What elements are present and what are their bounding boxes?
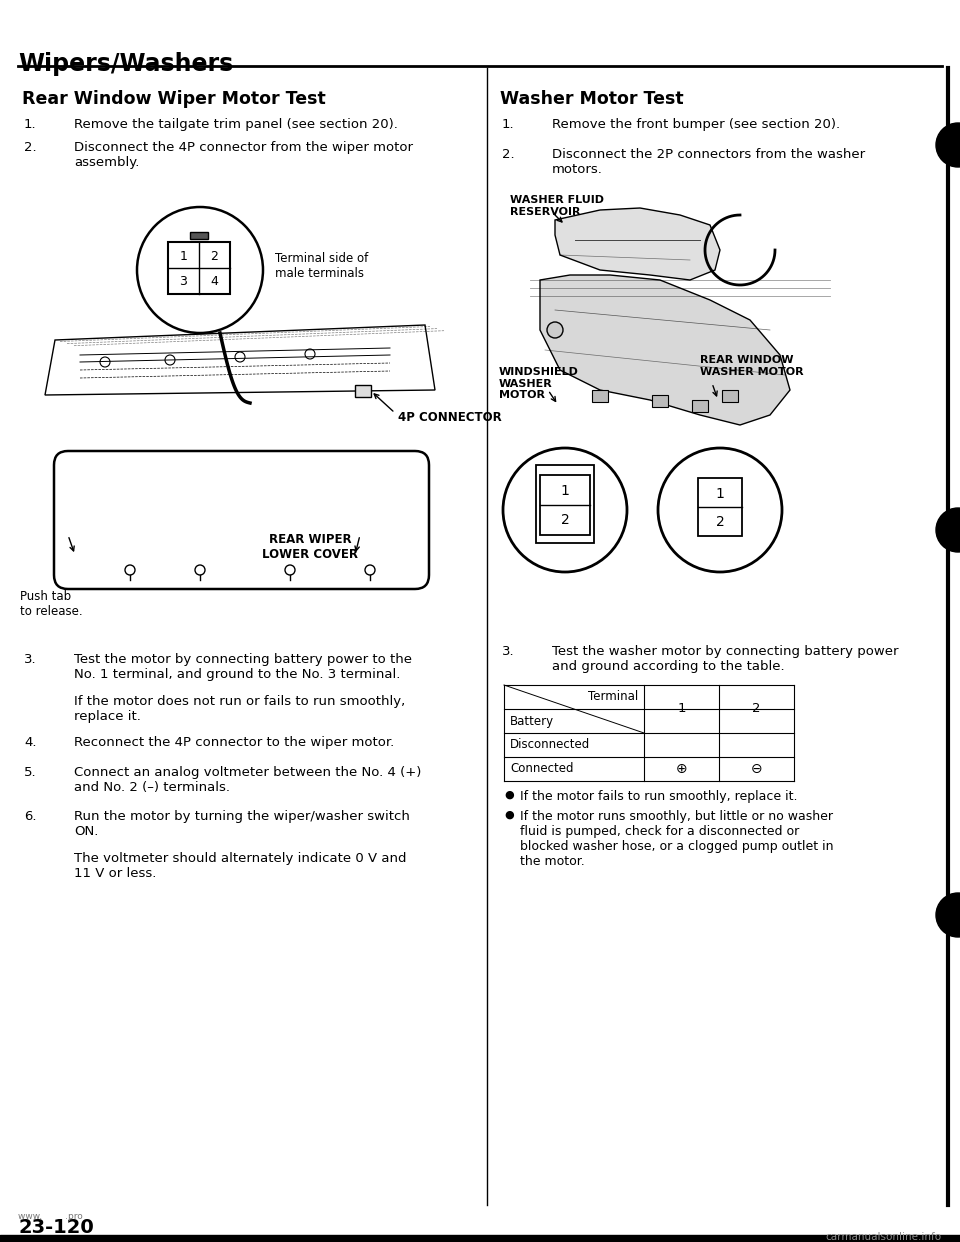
Text: 2.: 2. — [24, 142, 36, 154]
Text: 5.: 5. — [24, 766, 36, 779]
Text: Remove the front bumper (see section 20).: Remove the front bumper (see section 20)… — [552, 118, 840, 130]
Text: Connected: Connected — [510, 763, 573, 775]
Text: 11 V or less.: 11 V or less. — [74, 867, 156, 881]
Circle shape — [547, 322, 563, 338]
Text: 23-120: 23-120 — [18, 1218, 94, 1237]
Text: Disconnect the 2P connectors from the washer: Disconnect the 2P connectors from the wa… — [552, 148, 865, 161]
Text: 1: 1 — [715, 487, 725, 501]
Text: assembly.: assembly. — [74, 156, 139, 169]
Circle shape — [137, 207, 263, 333]
Text: 1: 1 — [677, 703, 685, 715]
Text: 3.: 3. — [24, 653, 36, 666]
Circle shape — [936, 893, 960, 936]
Text: If the motor does not run or fails to run smoothly,: If the motor does not run or fails to ru… — [74, 696, 405, 708]
Text: 1.: 1. — [24, 118, 36, 130]
Text: blocked washer hose, or a clogged pump outlet in: blocked washer hose, or a clogged pump o… — [520, 840, 833, 853]
Text: Wipers/Washers: Wipers/Washers — [18, 52, 233, 76]
Polygon shape — [540, 274, 790, 425]
Text: Connect an analog voltmeter between the No. 4 (+): Connect an analog voltmeter between the … — [74, 766, 421, 779]
Text: 2: 2 — [753, 703, 760, 715]
Text: Test the motor by connecting battery power to the: Test the motor by connecting battery pow… — [74, 653, 412, 666]
Text: 3.: 3. — [502, 645, 515, 658]
FancyBboxPatch shape — [190, 232, 208, 238]
Text: www.        .pro: www. .pro — [18, 1212, 83, 1221]
Circle shape — [503, 448, 627, 573]
Circle shape — [936, 508, 960, 551]
Text: 3: 3 — [180, 274, 187, 288]
Text: ⊕: ⊕ — [676, 763, 687, 776]
Text: Disconnected: Disconnected — [510, 739, 590, 751]
Text: Battery: Battery — [510, 715, 554, 728]
Text: If the motor fails to run smoothly, replace it.: If the motor fails to run smoothly, repl… — [520, 790, 798, 804]
FancyBboxPatch shape — [692, 400, 708, 412]
Text: ⊖: ⊖ — [751, 763, 762, 776]
Text: Washer Motor Test: Washer Motor Test — [500, 89, 684, 108]
Text: REAR WINDOW
WASHER MOTOR: REAR WINDOW WASHER MOTOR — [700, 355, 804, 376]
Text: carmanualsonline.info: carmanualsonline.info — [826, 1232, 942, 1242]
Text: ●: ● — [504, 810, 514, 820]
Text: Rear Window Wiper Motor Test: Rear Window Wiper Motor Test — [22, 89, 325, 108]
Polygon shape — [555, 207, 720, 279]
Text: REAR WIPER
LOWER COVER: REAR WIPER LOWER COVER — [262, 533, 358, 561]
Text: Test the washer motor by connecting battery power: Test the washer motor by connecting batt… — [552, 645, 899, 658]
Text: Push tab
to release.: Push tab to release. — [20, 590, 83, 619]
Text: 4: 4 — [210, 274, 219, 288]
Text: and No. 2 (–) terminals.: and No. 2 (–) terminals. — [74, 781, 230, 794]
Text: No. 1 terminal, and ground to the No. 3 terminal.: No. 1 terminal, and ground to the No. 3 … — [74, 668, 400, 681]
Circle shape — [936, 123, 960, 166]
Text: WASHER FLUID
RESERVOIR: WASHER FLUID RESERVOIR — [510, 195, 604, 216]
Text: fluid is pumped, check for a disconnected or: fluid is pumped, check for a disconnecte… — [520, 825, 800, 838]
Text: 1: 1 — [180, 250, 187, 262]
Text: The voltmeter should alternately indicate 0 V and: The voltmeter should alternately indicat… — [74, 852, 406, 864]
FancyBboxPatch shape — [355, 385, 371, 397]
Circle shape — [658, 448, 782, 573]
Text: 2: 2 — [561, 513, 569, 527]
Text: replace it.: replace it. — [74, 710, 141, 723]
Text: motors.: motors. — [552, 163, 603, 176]
Text: 4.: 4. — [24, 737, 36, 749]
Text: Terminal: Terminal — [588, 691, 638, 703]
Text: Disconnect the 4P connector from the wiper motor: Disconnect the 4P connector from the wip… — [74, 142, 413, 154]
Text: 4P CONNECTOR: 4P CONNECTOR — [398, 411, 502, 424]
Text: 1.: 1. — [502, 118, 515, 130]
Text: 6.: 6. — [24, 810, 36, 823]
FancyBboxPatch shape — [722, 390, 738, 402]
Text: 2: 2 — [715, 514, 725, 529]
Text: 1: 1 — [561, 484, 569, 498]
Text: If the motor runs smoothly, but little or no washer: If the motor runs smoothly, but little o… — [520, 810, 833, 823]
Text: WINDSHIELD
WASHER
MOTOR: WINDSHIELD WASHER MOTOR — [499, 366, 579, 400]
Text: Remove the tailgate trim panel (see section 20).: Remove the tailgate trim panel (see sect… — [74, 118, 397, 130]
Text: ●: ● — [504, 790, 514, 800]
Text: Reconnect the 4P connector to the wiper motor.: Reconnect the 4P connector to the wiper … — [74, 737, 395, 749]
Text: ON.: ON. — [74, 825, 98, 838]
Text: and ground according to the table.: and ground according to the table. — [552, 660, 784, 673]
Text: 2.: 2. — [502, 148, 515, 161]
Text: 2: 2 — [210, 250, 219, 262]
FancyBboxPatch shape — [652, 395, 668, 407]
Text: the motor.: the motor. — [520, 854, 585, 868]
Text: Run the motor by turning the wiper/washer switch: Run the motor by turning the wiper/washe… — [74, 810, 410, 823]
Text: Terminal side of
male terminals: Terminal side of male terminals — [275, 252, 369, 279]
FancyBboxPatch shape — [592, 390, 608, 402]
